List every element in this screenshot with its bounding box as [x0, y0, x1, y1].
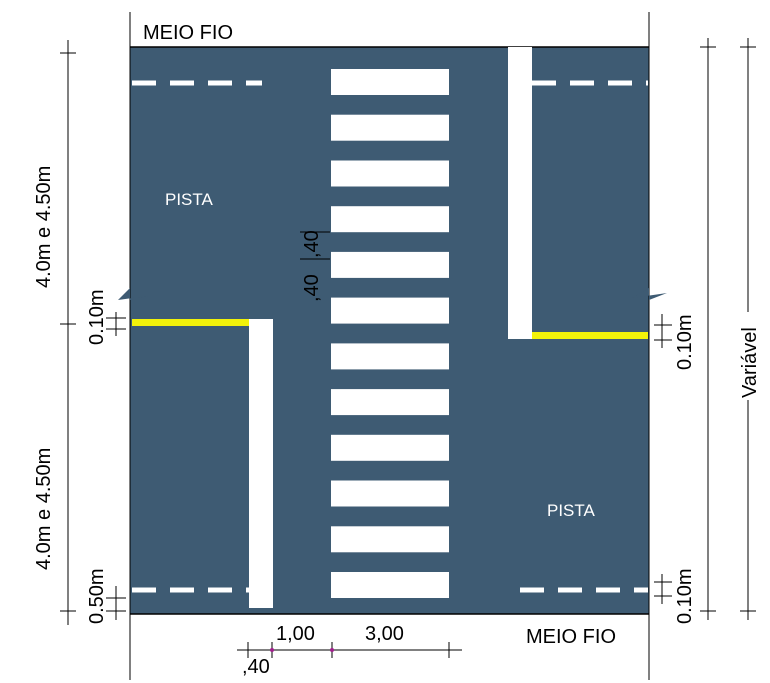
dim-label-bottom-gap: 1,00 [276, 623, 315, 645]
dim-label-left-upper: 4.0m e 4.50m [33, 166, 55, 288]
road-surface [130, 47, 649, 614]
break-symbol-right [632, 288, 667, 300]
curb-label-top: MEIO FIO [143, 22, 233, 44]
dim-label-right-stop: 0.10m [674, 314, 696, 370]
center-line-left [132, 319, 249, 326]
break-symbol-left [118, 288, 148, 300]
crosswalk-stripe [331, 206, 449, 233]
dim-label-stripe-width: ,40 [301, 230, 323, 258]
crosswalk-stripe [331, 389, 449, 416]
stop-bar-left [249, 319, 273, 608]
crosswalk-stripe [331, 572, 449, 598]
dim-label-right-bottom: 0.10m [674, 568, 696, 624]
crosswalk-stripe [331, 251, 449, 278]
dim-label-bottom-stop-width: ,40 [242, 656, 270, 678]
lane-dash-lines [132, 80, 648, 593]
lane-label-top-left: PISTA [165, 190, 214, 209]
lane-label-bottom-right: PISTA [547, 501, 596, 520]
crosswalk-stripe [331, 69, 449, 95]
dim-label-bottom-crosswalk: 3,00 [365, 623, 404, 645]
curb-label-bottom: MEIO FIO [526, 626, 616, 648]
crosswalk [331, 69, 449, 598]
dim-tick-dot-1 [270, 648, 274, 652]
stop-bar-right [508, 47, 532, 339]
dim-label-left-stop: 0.10m [86, 289, 108, 345]
dim-label-left-lower: 4.0m e 4.50m [33, 448, 55, 570]
dim-label-right-total: Variável [739, 327, 761, 398]
crosswalk-stripe [331, 434, 449, 461]
dim-tick-dot-2 [330, 648, 334, 652]
crosswalk-stripe [331, 480, 449, 507]
crosswalk-stripe [331, 114, 449, 141]
crosswalk-stripe [331, 297, 449, 324]
crosswalk-stripe [331, 526, 449, 553]
center-line-right [532, 332, 648, 339]
dim-label-stripe-gap: ,40 [301, 274, 323, 302]
dim-label-left-bottom: 0.50m [86, 568, 108, 624]
crosswalk-stripe [331, 160, 449, 187]
crosswalk-stripe [331, 343, 449, 370]
dimension-lines [60, 38, 756, 658]
